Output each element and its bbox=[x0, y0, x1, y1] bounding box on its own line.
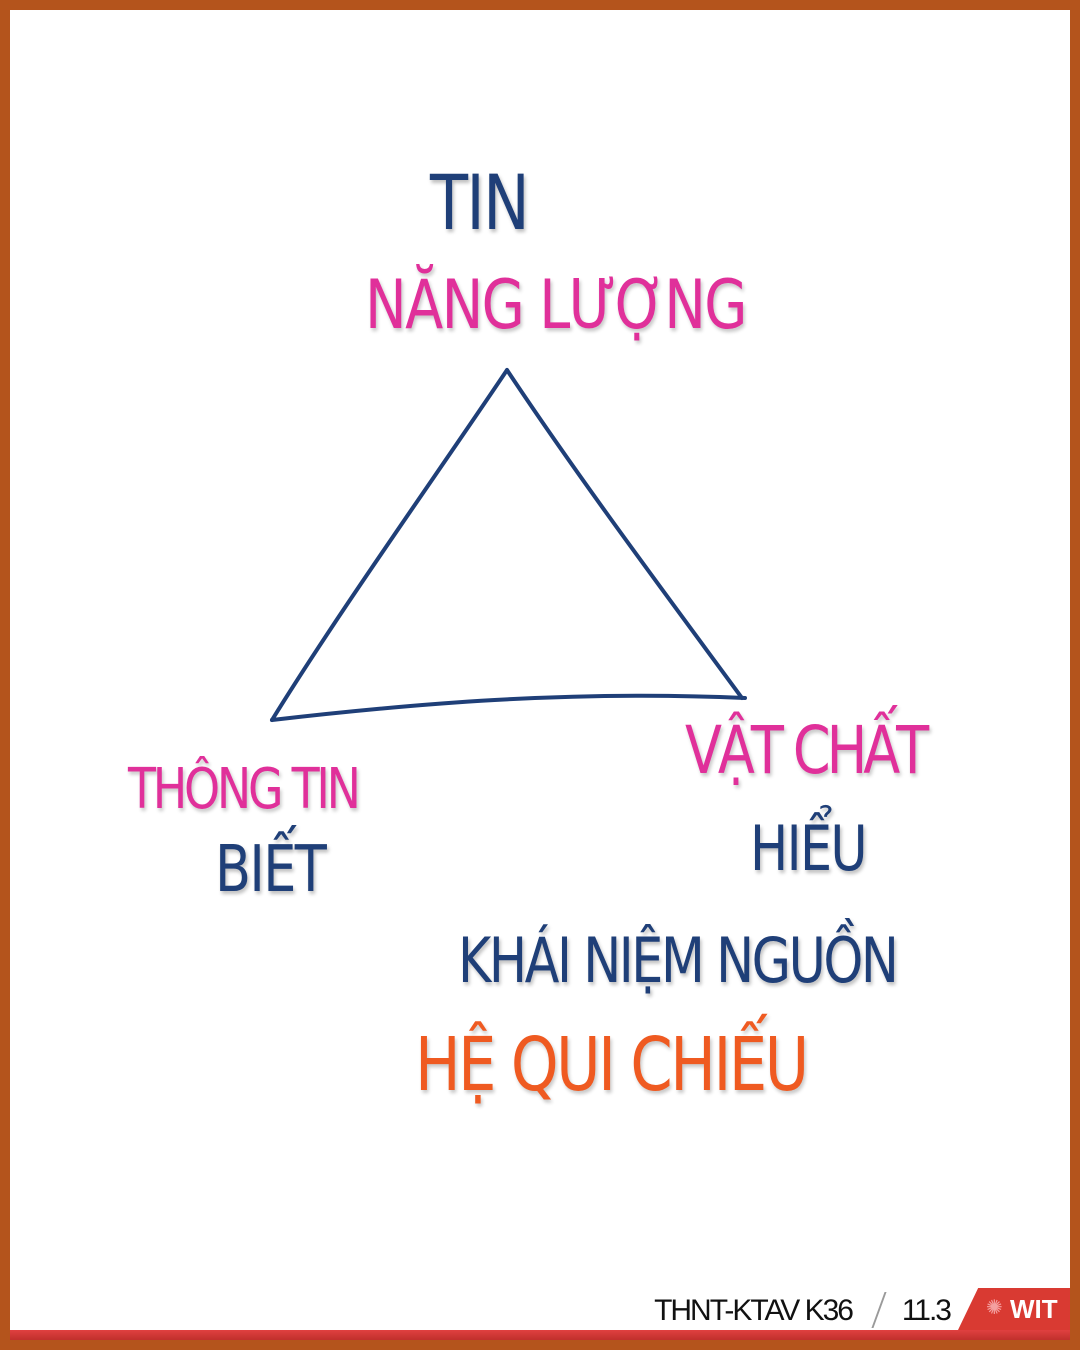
triangle-diagram bbox=[270, 368, 747, 722]
triangle-right-edge bbox=[505, 368, 744, 700]
whiteboard: TIN NĂNG LƯỢNG THÔNG TIN BIẾT VẬT CHẤT H… bbox=[10, 10, 1070, 1340]
label-vat-chat: VẬT CHẤT bbox=[685, 712, 929, 789]
triangle-base-edge bbox=[270, 693, 747, 722]
course-code: THNT-KTAV K36 bbox=[654, 1294, 854, 1327]
triangle-left-edge bbox=[270, 368, 509, 722]
label-hieu: HIỂU bbox=[750, 812, 868, 885]
footer-rule bbox=[10, 1330, 1070, 1340]
wit-logo: ✺ WIT bbox=[958, 1288, 1070, 1330]
logo-text: WIT bbox=[1010, 1294, 1058, 1324]
label-tin: TIN bbox=[430, 158, 530, 247]
label-he-qui-chieu: HỆ QUI CHIẾU bbox=[415, 1022, 809, 1108]
slide-footer: THNT-KTAV K36 11.3 ✺ WIT bbox=[10, 1284, 1070, 1340]
footer-divider bbox=[871, 1292, 887, 1328]
label-biet: BIẾT bbox=[215, 833, 327, 907]
slide-number: 11.3 bbox=[901, 1294, 952, 1327]
label-thong-tin: THÔNG TIN bbox=[128, 757, 361, 822]
sun-emblem-icon: ✺ bbox=[986, 1295, 1003, 1319]
label-nang-luong: NĂNG LƯỢNG bbox=[365, 266, 747, 345]
label-khai-niem-nguon: KHÁI NIỆM NGUỒN bbox=[458, 924, 899, 997]
